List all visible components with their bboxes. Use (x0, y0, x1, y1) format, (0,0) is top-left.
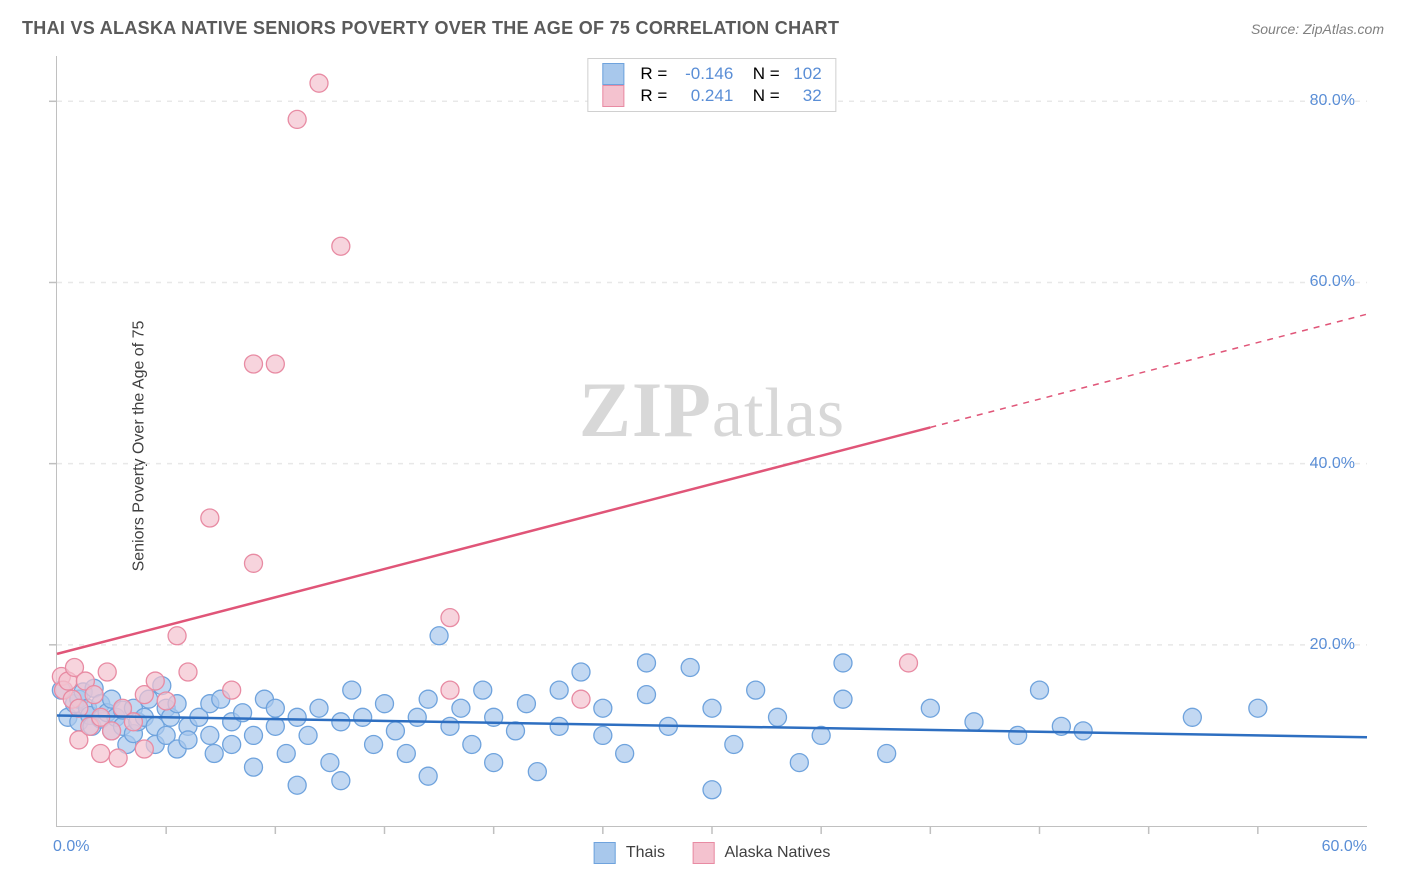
stats-r-label: R = (640, 86, 667, 106)
stats-n-alaska: 32 (790, 86, 822, 106)
x-legend-alaska: Alaska Natives (693, 842, 830, 864)
stats-r-label: R = (640, 64, 667, 84)
stats-n-label: N = (743, 64, 779, 84)
stats-row-thais: R = -0.146 N = 102 (602, 63, 821, 85)
y-tick-label: 40.0% (1310, 455, 1355, 473)
source-attribution: Source: ZipAtlas.com (1251, 21, 1384, 37)
x-tick-0: 0.0% (53, 838, 89, 856)
stats-row-alaska: R = 0.241 N = 32 (602, 85, 821, 107)
x-legend-label-alaska: Alaska Natives (725, 844, 831, 861)
y-tick-label: 80.0% (1310, 92, 1355, 110)
lines-layer (57, 56, 1367, 826)
x-legend-swatch-thais (594, 842, 616, 864)
stats-legend: R = -0.146 N = 102 R = 0.241 N = 32 (587, 58, 836, 112)
stats-r-thais: -0.146 (677, 64, 733, 84)
x-tick-60: 60.0% (1322, 838, 1367, 856)
plot-area: ZIPatlas R = -0.146 N = 102 R = 0.241 N … (56, 56, 1367, 827)
regression-line (57, 427, 930, 653)
stats-swatch-alaska (602, 85, 624, 107)
chart-title: THAI VS ALASKA NATIVE SENIORS POVERTY OV… (22, 18, 839, 39)
regression-line (57, 715, 1367, 737)
x-legend-thais: Thais (594, 842, 665, 864)
stats-n-thais: 102 (790, 64, 822, 84)
stats-r-alaska: 0.241 (677, 86, 733, 106)
regression-extrapolation (930, 314, 1367, 427)
stats-n-label: N = (743, 86, 779, 106)
x-legend-label-thais: Thais (626, 844, 665, 861)
y-tick-label: 20.0% (1310, 636, 1355, 654)
title-bar: THAI VS ALASKA NATIVE SENIORS POVERTY OV… (22, 18, 1384, 39)
stats-swatch-thais (602, 63, 624, 85)
x-legend: Thais Alaska Natives (594, 842, 831, 864)
x-legend-swatch-alaska (693, 842, 715, 864)
y-tick-label: 60.0% (1310, 273, 1355, 291)
